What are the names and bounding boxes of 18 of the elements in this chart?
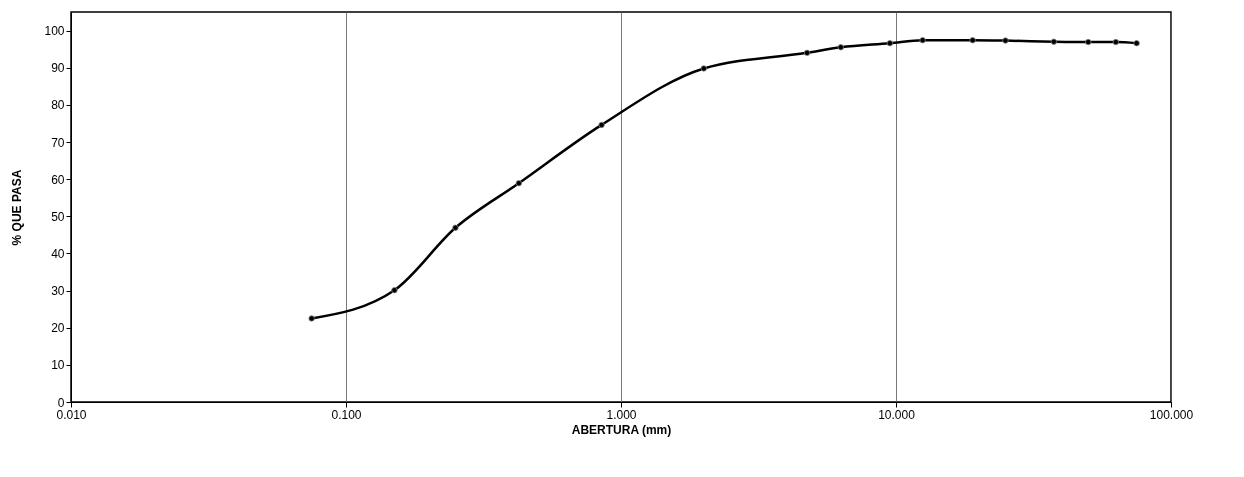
y-tick-label: 70: [51, 135, 65, 150]
y-tick-label: 80: [51, 98, 65, 113]
x-tick-label: 100.000: [1149, 407, 1194, 422]
x-tick-label: 0.100: [331, 407, 362, 422]
y-tick-label: 100: [44, 24, 65, 39]
x-tick-label: 0.010: [56, 407, 87, 422]
y-tick-label: 10: [51, 358, 65, 373]
y-axis-title: % QUE PASA: [10, 169, 25, 246]
x-axis-title: ABERTURA (mm): [571, 422, 672, 437]
x-tick-label: 10.000: [878, 407, 916, 422]
y-tick-label: 60: [51, 172, 65, 187]
y-tick-label: 20: [51, 321, 65, 336]
y-tick-label: 90: [51, 61, 65, 76]
y-tick-label: 40: [51, 246, 65, 261]
y-tick-label: 0: [57, 395, 65, 410]
y-tick-label: 50: [51, 209, 65, 224]
y-tick-label: 30: [51, 284, 65, 299]
x-tick-label: 1.000: [606, 407, 637, 422]
